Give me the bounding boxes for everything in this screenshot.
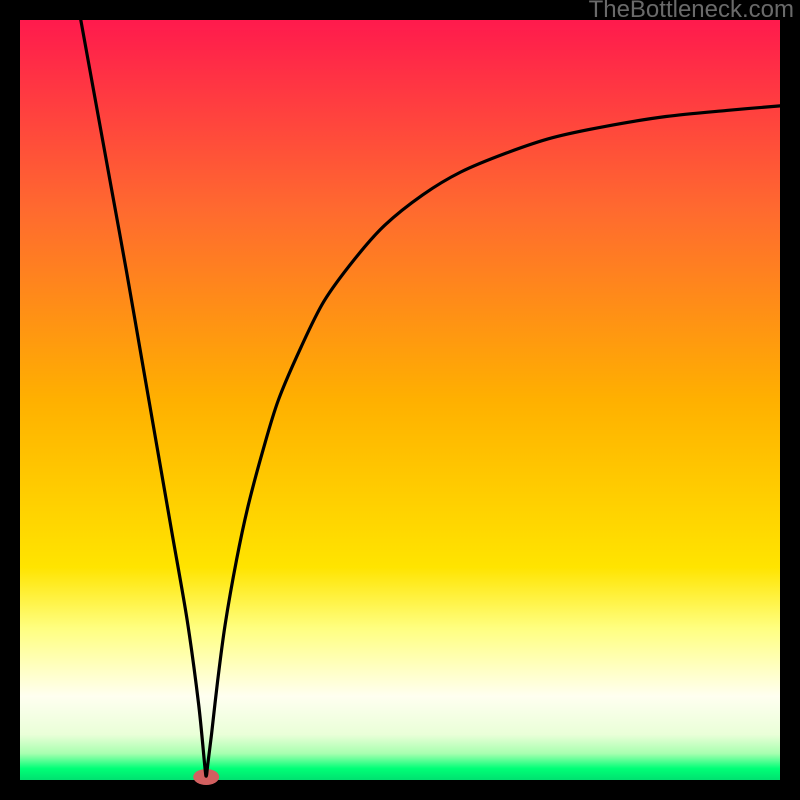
plot-area <box>20 20 780 780</box>
chart-container: TheBottleneck.com <box>0 0 800 800</box>
bottleneck-chart: TheBottleneck.com <box>0 0 800 800</box>
watermark-text: TheBottleneck.com <box>589 0 794 23</box>
